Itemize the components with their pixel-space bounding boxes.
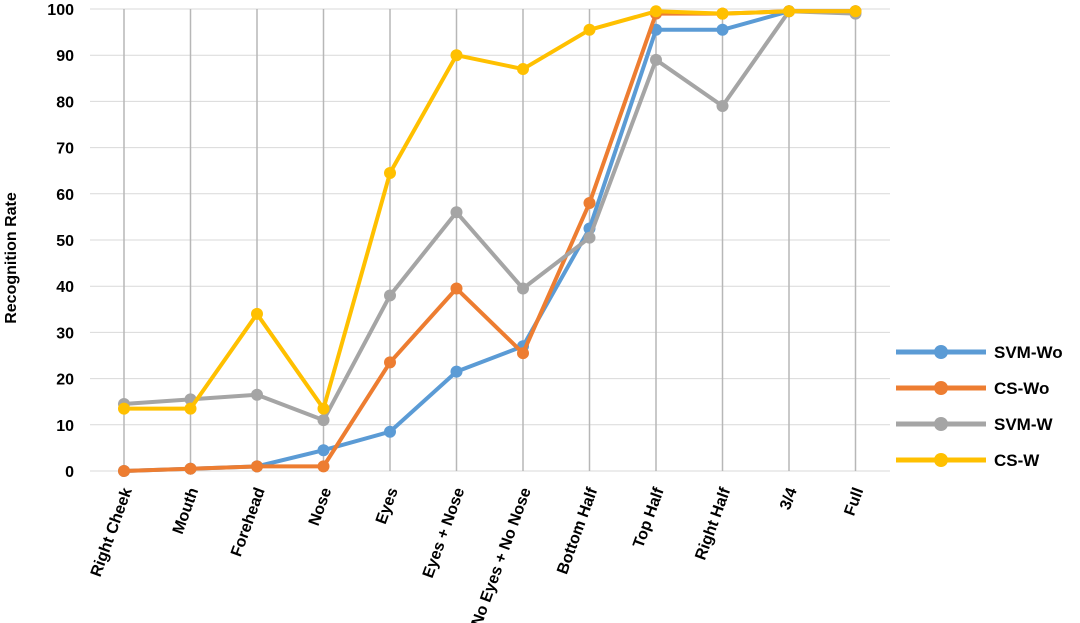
data-point	[450, 49, 463, 62]
y-tick-label: 70	[56, 141, 74, 158]
x-tick-label: Forehead	[228, 486, 269, 559]
data-point	[583, 197, 596, 210]
data-point	[517, 282, 529, 295]
y-tick-label: 90	[56, 48, 74, 65]
series-line-svm-w	[122, 9, 858, 423]
data-point	[251, 307, 263, 320]
legend-entry-cs-wo: CS-Wo	[896, 379, 1049, 398]
series-cs-wo	[118, 5, 862, 477]
y-axis-tick-labels: 0 10 20 30 40 50 60 70 80 90 100	[47, 2, 74, 481]
legend-entry-svm-wo: SVM-Wo	[896, 343, 1063, 362]
x-tick-label: Full	[842, 486, 868, 519]
legend-marker	[934, 417, 948, 431]
legend: SVM-Wo CS-Wo SVM-W CS-W	[896, 343, 1063, 470]
data-point	[184, 462, 197, 475]
data-point	[384, 356, 396, 369]
data-point	[118, 402, 130, 415]
series-svm-wo	[118, 5, 862, 477]
y-tick-label: 100	[47, 2, 74, 19]
y-tick-label: 20	[56, 372, 74, 389]
x-tick-label: Nose	[306, 485, 335, 528]
legend-marker	[934, 381, 948, 395]
x-tick-label: Right Half	[692, 485, 734, 562]
legend-marker	[934, 453, 948, 467]
horizontal-gridlines	[90, 8, 890, 472]
y-tick-label: 80	[56, 94, 74, 111]
y-axis-label: Recognition Rate	[3, 192, 20, 324]
data-point	[716, 100, 729, 113]
data-point	[384, 167, 396, 180]
x-tick-label: 3/4	[777, 485, 801, 512]
data-point	[650, 5, 662, 18]
x-axis-tick-labels: Right Cheek Mouth Forehead Nose Eyes Eyes + N…	[88, 485, 867, 623]
data-point	[450, 365, 463, 378]
legend-marker	[934, 345, 948, 359]
series-svm-w	[118, 5, 862, 427]
data-point	[716, 7, 729, 20]
data-point	[650, 53, 662, 66]
data-point	[450, 282, 463, 295]
data-point	[317, 414, 330, 427]
data-point	[384, 425, 396, 438]
data-point	[783, 5, 795, 18]
legend-label: SVM-W	[994, 415, 1054, 434]
legend-entry-svm-w: SVM-W	[896, 415, 1054, 434]
x-tick-label: Eyes	[373, 485, 402, 526]
x-tick-label: Mouth	[170, 486, 202, 537]
legend-label: CS-W	[994, 451, 1040, 470]
data-point	[583, 23, 596, 36]
data-point	[184, 402, 197, 415]
legend-label: SVM-Wo	[994, 343, 1063, 362]
series-line-cs-wo	[122, 9, 858, 473]
y-tick-label: 0	[65, 464, 74, 481]
y-tick-label: 50	[56, 233, 74, 250]
legend-label: CS-Wo	[994, 379, 1049, 398]
legend-entry-cs-w: CS-W	[896, 451, 1040, 470]
y-tick-label: 60	[56, 187, 74, 204]
series-cs-w	[118, 5, 862, 415]
data-point	[517, 347, 529, 360]
x-tick-label: Top Half	[630, 485, 668, 550]
x-tick-label: Right Cheek	[88, 485, 136, 579]
y-tick-label: 40	[56, 279, 74, 296]
data-point	[450, 206, 463, 219]
data-point	[118, 465, 130, 477]
data-point	[317, 444, 330, 457]
series-line-svm-wo	[122, 9, 858, 473]
data-point	[583, 231, 596, 244]
data-point	[317, 460, 330, 473]
x-tick-label: No Eyes + No Nose	[469, 485, 535, 623]
data-point	[849, 5, 862, 18]
y-tick-label: 10	[56, 418, 74, 435]
data-point	[251, 388, 263, 401]
data-point	[716, 23, 729, 36]
data-point	[317, 402, 330, 415]
data-point	[384, 289, 396, 302]
y-tick-label: 30	[56, 325, 74, 342]
data-point	[251, 460, 263, 473]
series-layer	[118, 5, 862, 477]
x-tick-label: Eyes + Nose	[420, 485, 468, 580]
x-tick-label: Bottom Half	[554, 485, 601, 577]
data-point	[517, 63, 529, 76]
series-line-cs-w	[122, 9, 858, 411]
